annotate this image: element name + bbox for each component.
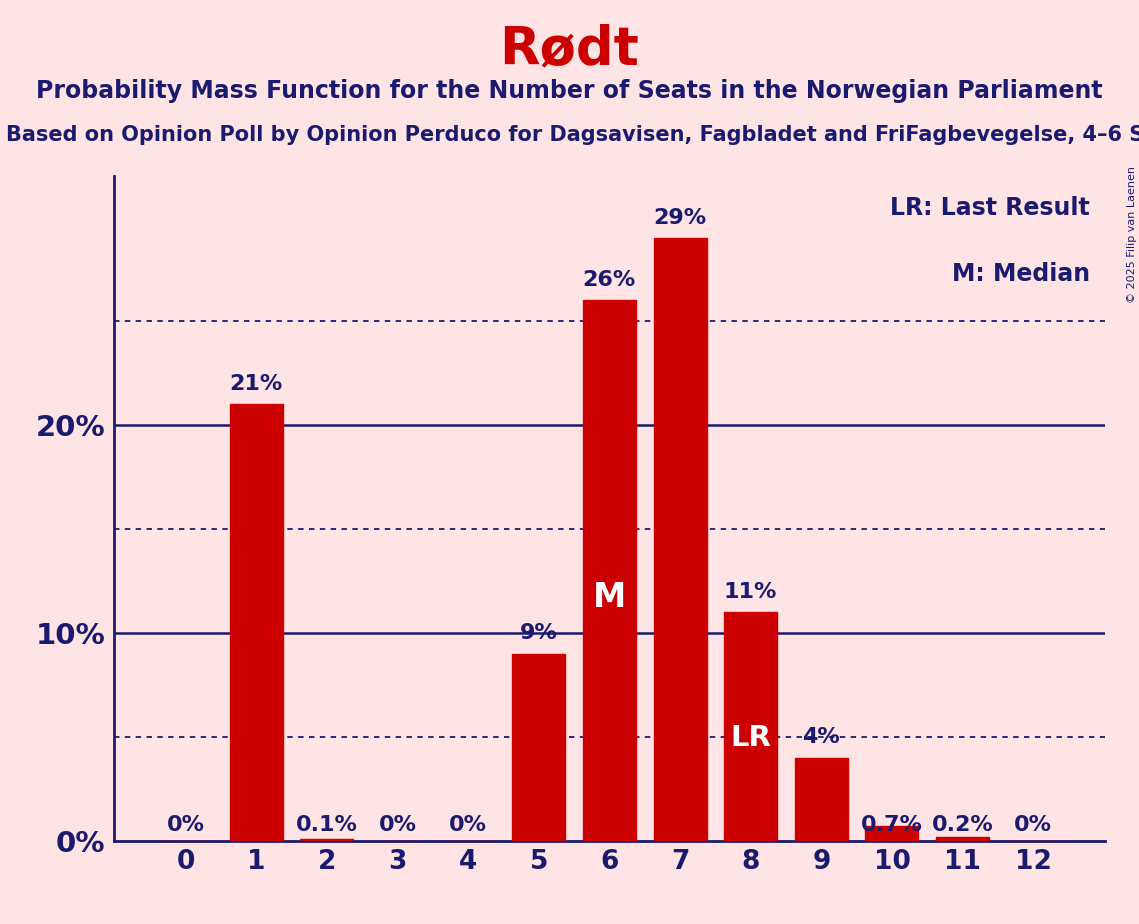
- Text: LR: LR: [730, 723, 771, 752]
- Text: 9%: 9%: [519, 624, 558, 643]
- Text: 0.2%: 0.2%: [932, 815, 993, 834]
- Text: M: M: [592, 581, 626, 614]
- Bar: [936, 837, 989, 841]
- Text: 0%: 0%: [166, 815, 204, 834]
- Bar: [724, 612, 777, 841]
- Text: 11%: 11%: [724, 582, 777, 602]
- Text: Based on Opinion Poll by Opinion Perduco for Dagsavisen, Fagbladet and FriFagbev: Based on Opinion Poll by Opinion Perduco…: [6, 125, 1139, 145]
- Text: 0%: 0%: [1015, 815, 1052, 834]
- Bar: [795, 758, 847, 841]
- Bar: [866, 826, 918, 841]
- Text: LR: Last Result: LR: Last Result: [891, 196, 1090, 220]
- Text: Rødt: Rødt: [500, 23, 639, 75]
- Text: 21%: 21%: [229, 374, 282, 394]
- Bar: [513, 654, 565, 841]
- Bar: [583, 300, 636, 841]
- Bar: [230, 405, 282, 841]
- Text: Probability Mass Function for the Number of Seats in the Norwegian Parliament: Probability Mass Function for the Number…: [36, 79, 1103, 103]
- Text: © 2025 Filip van Laenen: © 2025 Filip van Laenen: [1126, 166, 1137, 303]
- Bar: [301, 839, 353, 841]
- Text: M: Median: M: Median: [952, 262, 1090, 286]
- Text: 4%: 4%: [803, 727, 841, 748]
- Text: 0.1%: 0.1%: [296, 815, 358, 834]
- Bar: [654, 238, 706, 841]
- Text: 29%: 29%: [654, 208, 706, 227]
- Text: 26%: 26%: [583, 270, 636, 290]
- Text: 0.7%: 0.7%: [861, 815, 923, 834]
- Text: 0%: 0%: [378, 815, 417, 834]
- Text: 0%: 0%: [449, 815, 487, 834]
